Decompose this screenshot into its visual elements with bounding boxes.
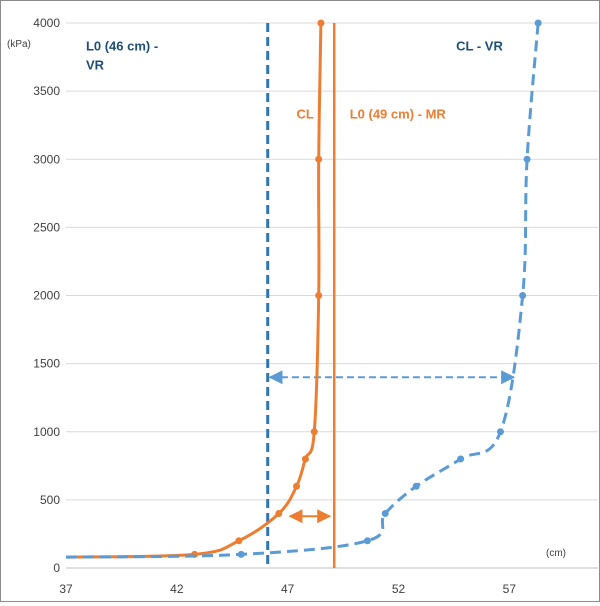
annotation-label: L0 (46 cm) -VR [86, 38, 158, 72]
y-tick-label: 500 [40, 493, 60, 507]
data-point [381, 510, 389, 517]
x-tick-label: 57 [503, 582, 517, 596]
data-point [519, 292, 527, 299]
data-point [523, 155, 531, 163]
y-unit-label: (kPa) [7, 39, 31, 50]
data-point [235, 537, 243, 545]
y-tick-label: 3000 [33, 152, 60, 166]
reference-lines [266, 23, 336, 568]
x-tick-label: 37 [59, 582, 73, 596]
axis-layer: 0 500 1000 1500 2000 2500 3000 3500 4000 37 42 47 52… [33, 16, 598, 596]
data-point [237, 550, 245, 558]
data-point [315, 155, 323, 163]
data-point [301, 455, 309, 463]
data-point [317, 19, 325, 27]
data-point [310, 428, 318, 436]
data-point [412, 482, 420, 490]
data-point [457, 455, 465, 463]
x-tick-label: 47 [281, 582, 295, 596]
arrow-layer [268, 370, 516, 524]
series-line-cl-vr [65, 22, 540, 559]
y-tick-label: 3500 [33, 84, 60, 98]
y-tick-label: 4000 [33, 16, 60, 30]
y-tick-label: 0 [53, 561, 60, 575]
series-layer [65, 19, 542, 559]
x-tick-label: 42 [170, 582, 184, 596]
data-point [496, 428, 504, 436]
grid-layer [66, 22, 598, 569]
x-unit-label: (cm) [546, 548, 566, 559]
annotation-label: CL [297, 106, 314, 121]
y-tick-label: 1500 [33, 357, 60, 371]
annotation-label: CL - VR [456, 38, 503, 53]
data-point [315, 292, 323, 299]
data-point [293, 482, 301, 490]
annotation-label: L0 (49 cm) - MR [350, 106, 447, 121]
data-point [275, 510, 283, 517]
y-tick-label: 2000 [33, 289, 60, 303]
data-point [363, 537, 371, 545]
y-tick-label: 2500 [33, 220, 60, 234]
data-point [534, 19, 542, 27]
annotation-layer: L0 (46 cm) -VR CL L0 (49 cm) - MR CL - VR [86, 38, 504, 121]
y-tick-label: 1000 [33, 425, 60, 439]
x-tick-label: 52 [392, 582, 406, 596]
series-line-cl [65, 22, 323, 559]
